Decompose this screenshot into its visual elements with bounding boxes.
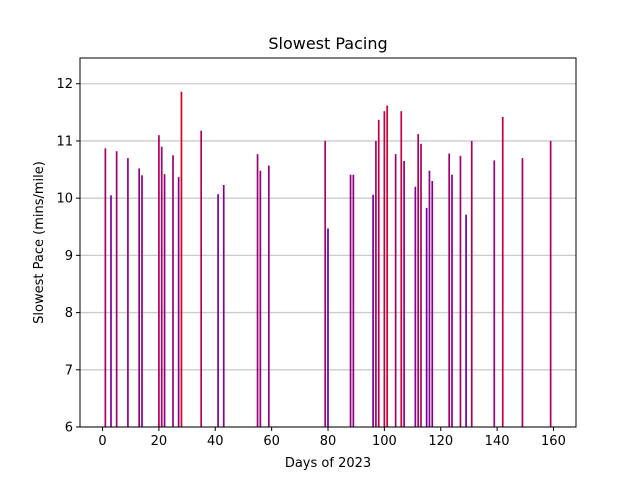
bar: [394, 154, 397, 428]
y-tick-label: 10: [56, 192, 73, 207]
bar: [352, 174, 355, 427]
bar: [375, 140, 377, 427]
bar: [158, 135, 160, 428]
bar: [217, 194, 219, 427]
bar: [256, 154, 259, 428]
bar: [403, 160, 405, 428]
bar: [372, 194, 374, 427]
y-tick-label: 6: [65, 421, 73, 436]
chart-title: Slowest Pacing: [268, 34, 387, 53]
bar: [349, 174, 352, 427]
y-tick-label: 11: [56, 134, 73, 149]
bar: [377, 119, 380, 427]
bar: [115, 151, 118, 427]
x-tick-label: 80: [320, 434, 337, 449]
bar: [501, 116, 504, 428]
bar: [386, 105, 389, 427]
bar: [428, 170, 431, 427]
bar: [127, 158, 129, 427]
bar: [324, 140, 327, 427]
bar: [177, 177, 180, 427]
x-tick-label: 40: [207, 434, 224, 449]
x-tick-label: 0: [98, 434, 106, 449]
x-tick-label: 160: [541, 434, 566, 449]
y-axis-label: Slowest Pace (mins/mile): [32, 161, 47, 324]
x-axis-label: Days of 2023: [285, 456, 371, 471]
x-axis-ticks: 0 20 40 60 80 100 120 140 160: [98, 427, 566, 449]
bars: [104, 91, 552, 428]
bar: [420, 143, 422, 427]
bar: [200, 130, 203, 427]
bar: [425, 207, 428, 427]
bar: [459, 155, 462, 427]
bar: [400, 111, 403, 427]
y-tick-label: 9: [65, 249, 73, 264]
bar: [172, 155, 174, 427]
bar: [470, 140, 473, 427]
bar: [521, 158, 524, 427]
bar: [160, 146, 163, 428]
x-tick-label: 140: [485, 434, 510, 449]
y-tick-label: 12: [56, 77, 73, 92]
y-axis-ticks: 6 7 8 9 10 11 12: [56, 77, 80, 436]
bar: [259, 170, 262, 427]
bar: [448, 153, 451, 428]
bar: [327, 228, 329, 427]
bar: [222, 185, 225, 427]
bar: [110, 195, 112, 427]
y-tick-label: 7: [65, 363, 73, 378]
bar: [383, 111, 386, 427]
x-tick-label: 120: [428, 434, 453, 449]
x-tick-label: 20: [151, 434, 168, 449]
bar: [465, 214, 467, 427]
bar: [493, 160, 496, 427]
bar: [414, 186, 417, 427]
bar: [267, 165, 270, 428]
bar: [180, 91, 183, 427]
bar: [549, 140, 552, 427]
bar: [417, 134, 420, 427]
bar: [104, 148, 107, 427]
bar: [163, 174, 166, 427]
bar: [431, 181, 434, 427]
bar: [141, 175, 143, 427]
y-tick-label: 8: [65, 306, 73, 321]
bar: [138, 168, 141, 427]
x-tick-label: 100: [372, 434, 397, 449]
x-tick-label: 60: [263, 434, 280, 449]
bar: [451, 174, 453, 427]
